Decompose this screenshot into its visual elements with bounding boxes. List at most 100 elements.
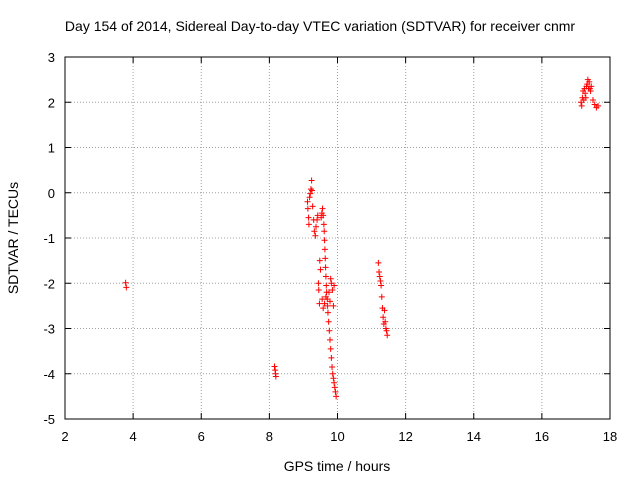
- data-point: [582, 94, 589, 101]
- data-point: [327, 298, 334, 305]
- data-point: [321, 300, 328, 307]
- y-tick-label: -3: [43, 322, 55, 337]
- data-point: [315, 280, 322, 287]
- data-point: [305, 221, 312, 228]
- data-point: [333, 393, 340, 400]
- data-point: [322, 264, 329, 271]
- data-point: [322, 293, 329, 300]
- data-point: [324, 302, 331, 309]
- data-point: [304, 205, 311, 212]
- data-point: [319, 296, 326, 303]
- data-point: [321, 228, 328, 235]
- data-point: [384, 332, 391, 339]
- data-point: [305, 214, 312, 221]
- x-ticks: 2 4 6 8 10 12 14 16 18: [61, 57, 617, 444]
- data-point: [378, 293, 385, 300]
- data-point: [314, 212, 321, 219]
- gridlines: [65, 57, 610, 419]
- data-point: [326, 327, 333, 334]
- data-point: [582, 90, 589, 97]
- data-point: [319, 205, 326, 212]
- data-point: [591, 101, 598, 108]
- data-point: [320, 221, 327, 228]
- data-point: [376, 268, 383, 275]
- data-point: [586, 78, 593, 85]
- x-tick-label: 14: [467, 429, 481, 444]
- data-point: [383, 327, 390, 334]
- data-point: [314, 216, 321, 223]
- data-point: [329, 370, 336, 377]
- data-point: [578, 102, 585, 109]
- data-point: [304, 198, 311, 205]
- data-point: [331, 282, 338, 289]
- data-point: [330, 302, 337, 309]
- data-point: [323, 282, 330, 289]
- data-point: [328, 354, 335, 361]
- data-point: [376, 273, 383, 280]
- data-points: [122, 76, 602, 400]
- data-point: [306, 194, 313, 201]
- data-point: [331, 384, 338, 391]
- data-point: [308, 187, 315, 194]
- data-point: [272, 373, 279, 380]
- data-point: [311, 228, 318, 235]
- data-point: [329, 287, 336, 294]
- data-point: [322, 255, 329, 262]
- y-ticks: -5 -4 -3 -2 -1 0 1 2 3: [43, 50, 610, 427]
- data-point: [320, 212, 327, 219]
- data-point: [315, 287, 322, 294]
- data-point: [375, 259, 382, 266]
- data-point: [316, 300, 323, 307]
- data-point: [123, 284, 130, 291]
- data-point: [382, 318, 389, 325]
- y-tick-label: 3: [48, 50, 55, 65]
- data-point: [327, 275, 334, 282]
- y-tick-label: -1: [43, 231, 55, 246]
- x-axis-label: GPS time / hours: [284, 458, 391, 474]
- data-point: [308, 177, 315, 184]
- data-point: [588, 83, 595, 90]
- data-point: [320, 305, 327, 312]
- data-point: [325, 318, 332, 325]
- data-point: [589, 96, 596, 103]
- y-tick-label: -5: [43, 412, 55, 427]
- y-tick-label: -4: [43, 367, 55, 382]
- data-point: [331, 379, 338, 386]
- y-tick-label: 1: [48, 141, 55, 156]
- x-tick-label: 4: [130, 429, 137, 444]
- data-point: [312, 232, 319, 239]
- data-point: [321, 237, 328, 244]
- data-point: [313, 223, 320, 230]
- x-tick-label: 6: [198, 429, 205, 444]
- data-point: [321, 246, 328, 253]
- data-point: [380, 314, 387, 321]
- data-point: [317, 266, 324, 273]
- data-point: [271, 363, 278, 370]
- data-point: [324, 309, 331, 316]
- x-tick-label: 12: [398, 429, 412, 444]
- data-point: [377, 277, 384, 284]
- data-point: [595, 102, 602, 109]
- data-point: [325, 289, 332, 296]
- y-axis-label: SDTVAR / TECUs: [5, 182, 21, 294]
- data-point: [381, 307, 388, 314]
- x-tick-label: 2: [61, 429, 68, 444]
- data-point: [322, 273, 329, 280]
- data-point: [122, 279, 129, 286]
- x-tick-label: 16: [535, 429, 549, 444]
- data-point: [378, 282, 385, 289]
- data-point: [307, 186, 314, 193]
- data-point: [329, 363, 336, 370]
- data-point: [332, 388, 339, 395]
- data-point: [316, 257, 323, 264]
- y-tick-label: 2: [48, 95, 55, 110]
- y-tick-label: -2: [43, 276, 55, 291]
- data-point: [307, 190, 314, 197]
- data-point: [309, 203, 316, 210]
- x-tick-label: 18: [603, 429, 617, 444]
- x-tick-label: 10: [330, 429, 344, 444]
- data-point: [327, 345, 334, 352]
- chart-title: Day 154 of 2014, Sidereal Day-to-day VTE…: [65, 18, 575, 34]
- data-point: [327, 336, 334, 343]
